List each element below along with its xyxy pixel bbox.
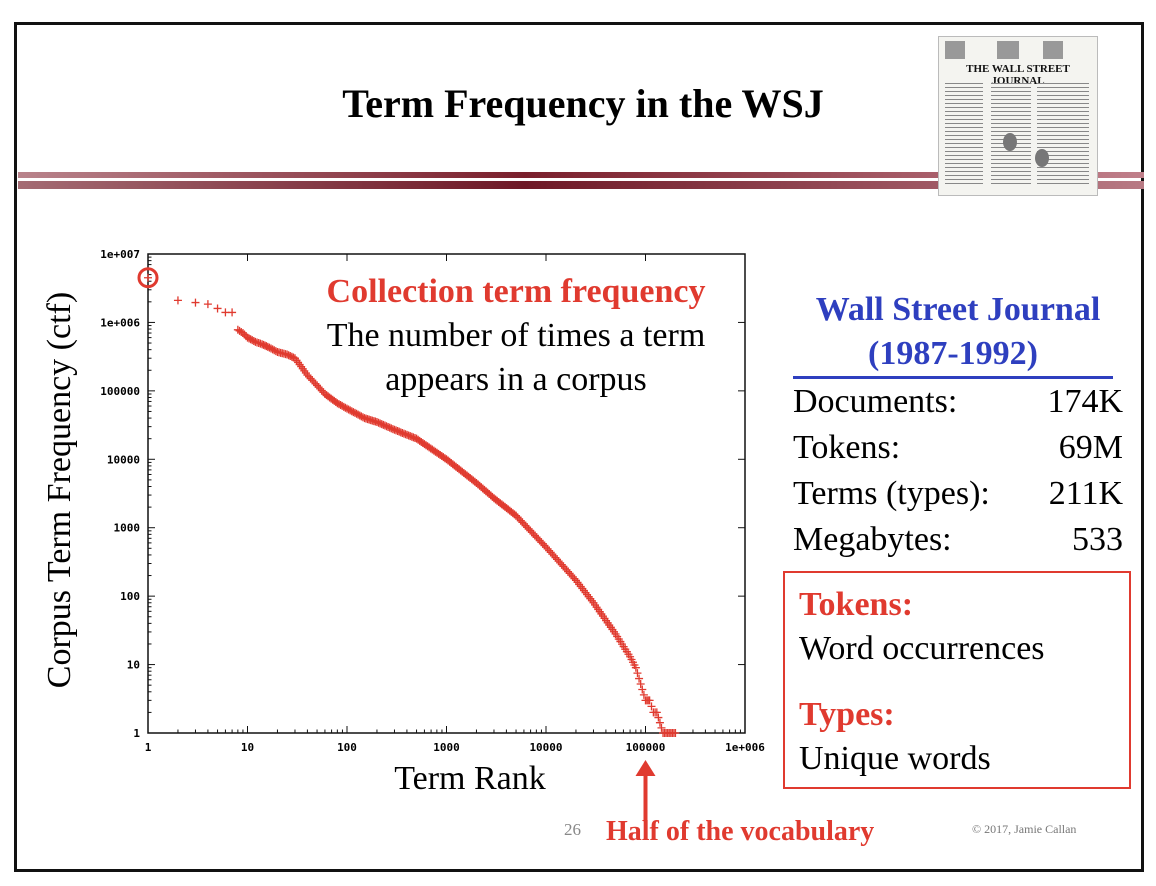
stats-label: Terms (types): — [793, 475, 990, 512]
stats-row: Terms (types): 211K — [793, 471, 1123, 517]
stats-row: Tokens: 69M — [793, 425, 1123, 471]
stats-label: Megabytes: — [793, 521, 952, 558]
page-number: 26 — [564, 820, 581, 839]
stats-value: 211K — [1048, 475, 1123, 512]
tokens-description: Word occurrences — [799, 630, 1045, 667]
stats-label: Tokens: — [793, 429, 901, 466]
stats-value: 533 — [1072, 521, 1123, 558]
stats-heading: Wall Street Journal — [815, 291, 1101, 328]
stats-years: (1987-1992) — [793, 332, 1113, 379]
stats-label: Documents: — [793, 383, 958, 420]
ctf-annotation-line2: appears in a corpus — [385, 361, 647, 398]
wsj-newspaper-image: THE WALL STREET JOURNAL — [938, 36, 1098, 196]
copyright: © 2017, Jamie Callan — [972, 822, 1077, 836]
x-axis-label: Term Rank — [394, 760, 546, 797]
types-description: Unique words — [799, 740, 991, 777]
stats-row: Megabytes: 533 — [793, 517, 1123, 563]
slide-title: Term Frequency in the WSJ — [342, 81, 824, 126]
ctf-annotation: Collection term frequency The number of … — [300, 270, 732, 402]
half-vocabulary-callout: Half of the vocabulary — [606, 816, 875, 847]
ctf-annotation-heading: Collection term frequency — [326, 273, 706, 310]
title-divider-top — [18, 172, 1144, 178]
ctf-annotation-line1: The number of times a term — [326, 317, 706, 354]
tokens-label: Tokens: — [799, 586, 914, 623]
types-label: Types: — [799, 696, 895, 733]
stats-value: 174K — [1047, 383, 1123, 420]
stats-value: 69M — [1058, 429, 1123, 466]
y-axis-label: Corpus Term Frequency (ctf) — [41, 291, 78, 689]
title-divider-bottom — [18, 181, 1144, 189]
corpus-stats: Wall Street Journal (1987-1992) Document… — [793, 288, 1123, 563]
definitions-box: Tokens: Word occurrences Types: Unique w… — [783, 571, 1131, 789]
stats-row: Documents: 174K — [793, 379, 1123, 425]
